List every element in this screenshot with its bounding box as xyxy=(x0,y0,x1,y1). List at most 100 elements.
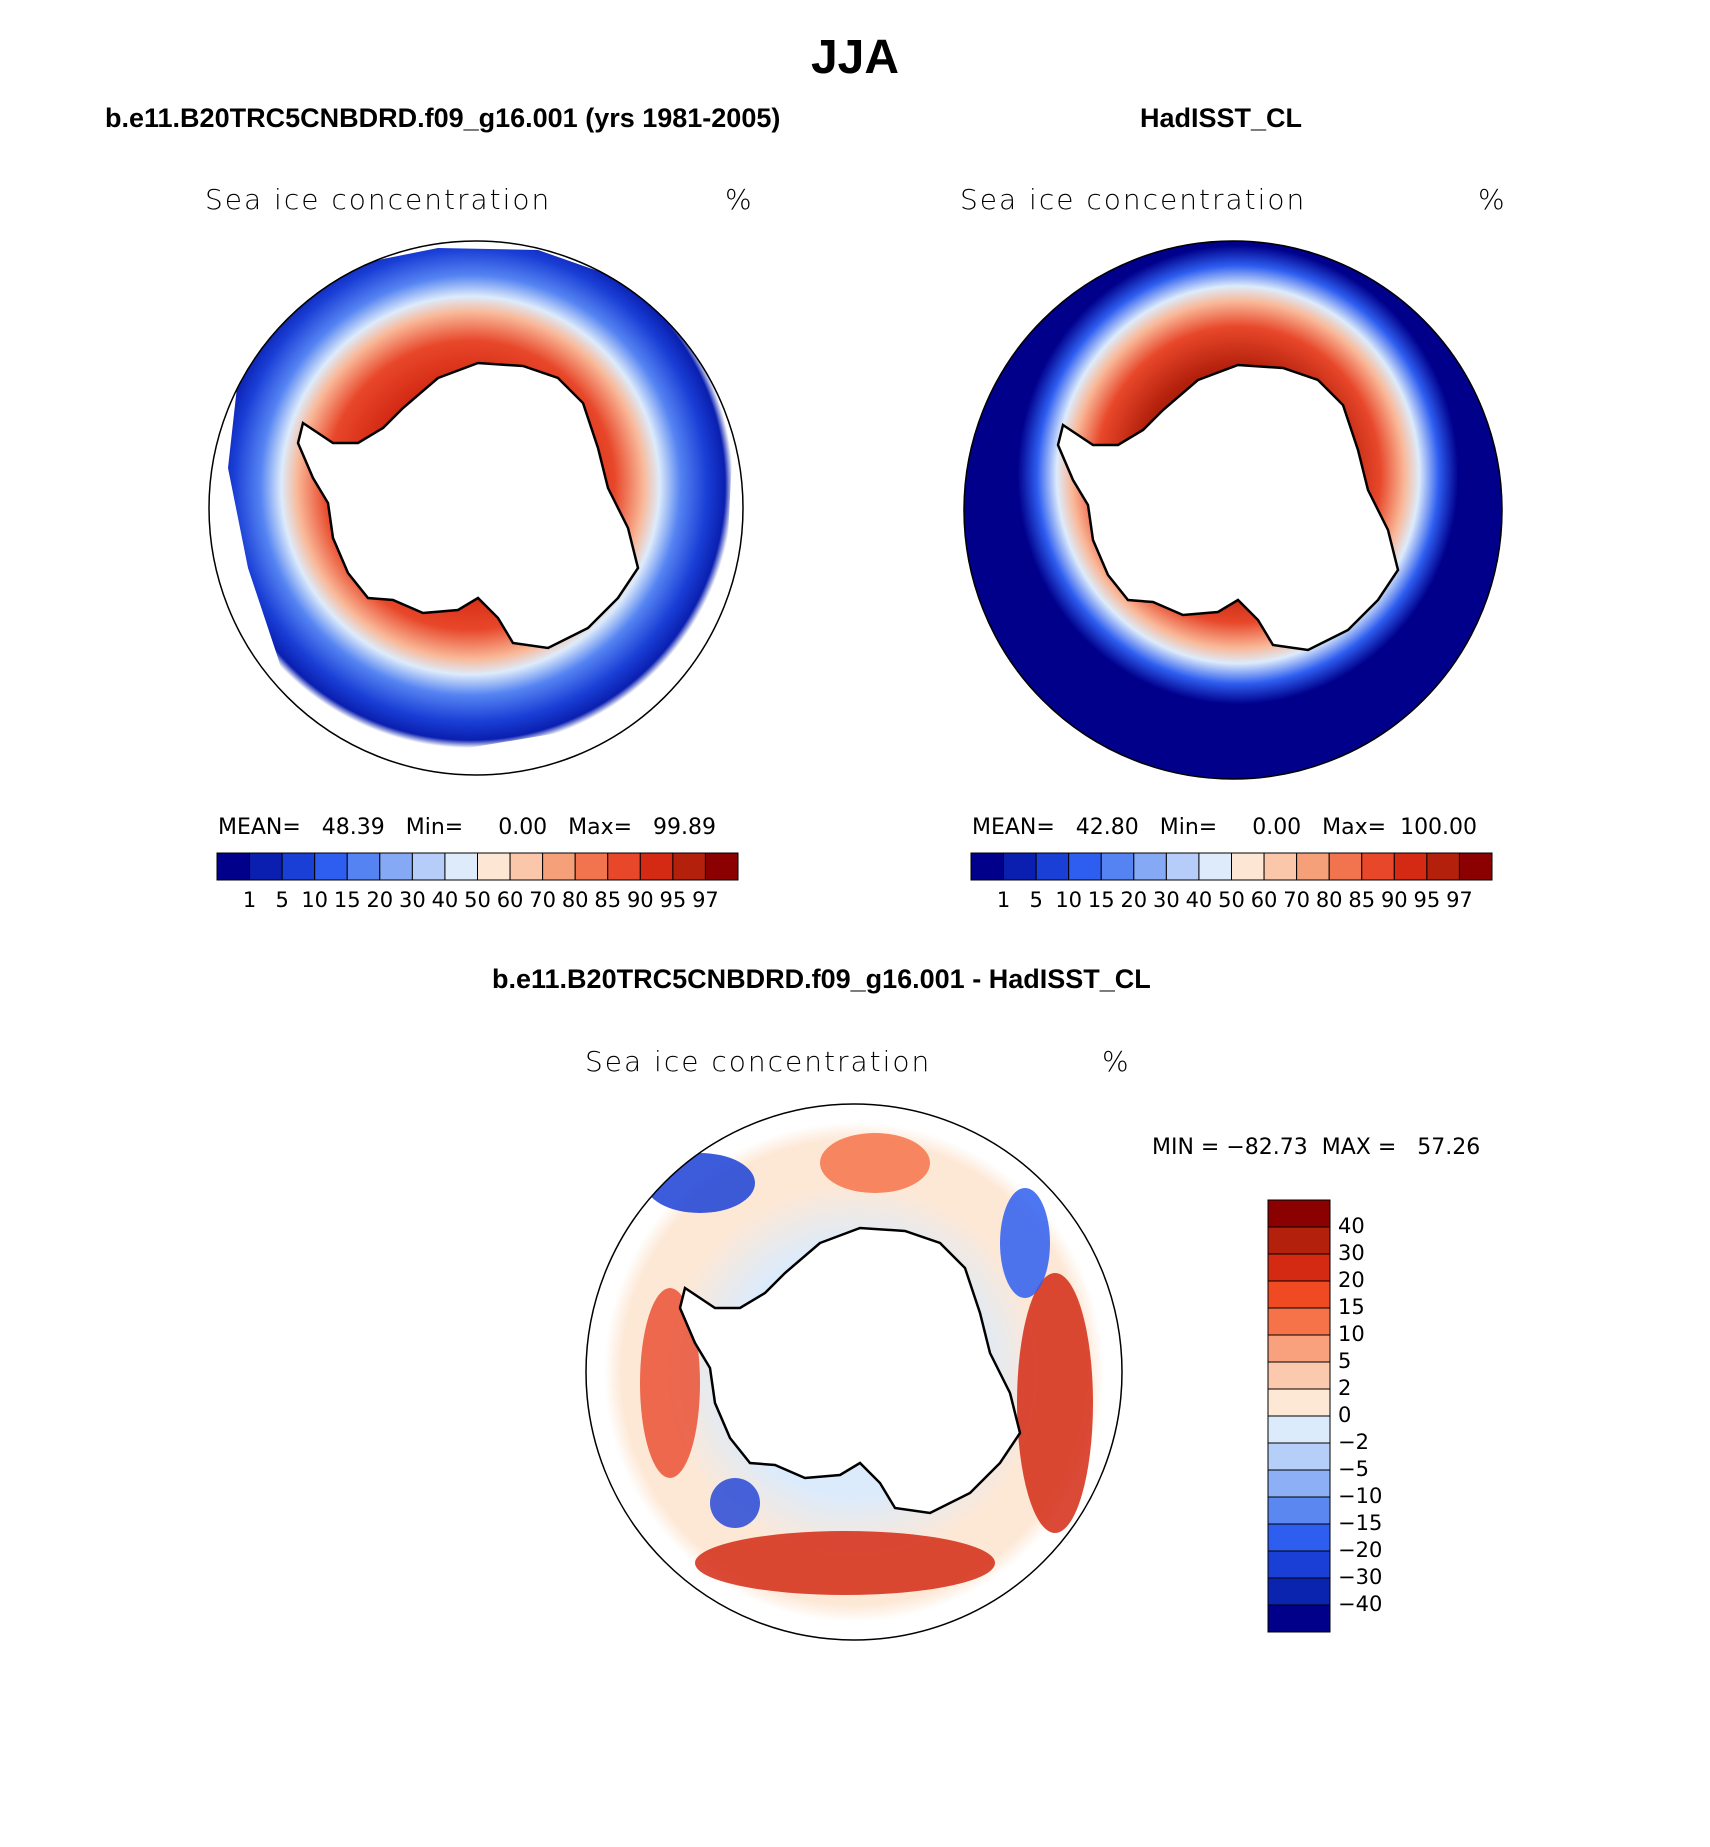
colorbar-diff-panel-tick-label: −2 xyxy=(1338,1430,1369,1454)
colorbar-panel-2-tick-label: 80 xyxy=(1315,888,1343,912)
diff-panel-variable-label: Sea ice concentration xyxy=(585,1045,932,1078)
colorbar-diff-panel-swatch xyxy=(1267,1550,1331,1579)
colorbar-diff-panel-swatch xyxy=(1267,1307,1331,1336)
antarctica xyxy=(1056,363,1400,652)
colorbar-panel-1-tick-label: 10 xyxy=(301,888,329,912)
colorbar-panel-2-tick-label: 90 xyxy=(1380,888,1408,912)
colorbar-diff-panel-tick-label: −40 xyxy=(1338,1592,1383,1616)
panel-1-stats: MEAN= 48.39 Min= 0.00 Max= 99.89 xyxy=(218,815,717,840)
colorbar-panel-1-tick-label: 95 xyxy=(659,888,687,912)
antarctica xyxy=(296,361,640,650)
colorbar-panel-2-swatch xyxy=(1068,852,1102,881)
colorbar-diff-panel xyxy=(1267,1199,1331,1633)
colorbar-panel-1-swatch xyxy=(411,852,446,881)
colorbar-panel-1-swatch xyxy=(672,852,706,881)
colorbar-diff-panel-ticks: 40 30 20 15 10 5 2 0 −2 −5 −10 −15 −20 −30 −40 xyxy=(1338,1200,1418,1632)
colorbar-diff-panel-swatch xyxy=(1267,1226,1331,1255)
colorbar-diff-panel-swatch xyxy=(1267,1334,1331,1363)
panel-2-units-label: % xyxy=(1478,183,1507,216)
colorbar-diff-panel-tick-label: −20 xyxy=(1338,1538,1383,1562)
colorbar-panel-2-tick-label: 5 xyxy=(1029,888,1043,912)
colorbar-panel-1-swatch xyxy=(477,852,511,881)
panel-1-title: b.e11.B20TRC5CNBDRD.f09_g16.001 (yrs 198… xyxy=(105,103,781,133)
colorbar-panel-2-swatch xyxy=(1035,852,1070,881)
colorbar-panel-1-tick-label: 50 xyxy=(464,888,491,912)
colorbar-panel-2-swatch xyxy=(1426,852,1460,881)
colorbar-diff-panel-swatch xyxy=(1267,1199,1331,1228)
colorbar-diff-panel-swatch xyxy=(1267,1280,1331,1309)
diff-panel-stats: MIN = −82.73 MAX = 57.26 xyxy=(1152,1135,1481,1160)
colorbar-diff-panel-tick-label: 15 xyxy=(1338,1295,1365,1319)
colorbar-panel-1-ticks: 1 5 10 15 20 30 40 50 60 70 80 85 90 95 97 xyxy=(217,888,738,918)
colorbar-panel-1-swatch xyxy=(704,852,739,881)
colorbar-panel-1-tick-label: 40 xyxy=(431,888,459,912)
colorbar-panel-1 xyxy=(216,852,739,881)
colorbar-panel-2-tick-label: 10 xyxy=(1055,888,1083,912)
colorbar-diff-panel-swatch xyxy=(1267,1415,1331,1444)
colorbar-panel-2-swatch xyxy=(1003,852,1037,881)
colorbar-panel-1-tick-label: 5 xyxy=(275,888,289,912)
colorbar-panel-2-tick-label: 40 xyxy=(1185,888,1213,912)
colorbar-diff-panel-swatch xyxy=(1267,1496,1331,1525)
colorbar-panel-2-swatch xyxy=(1328,852,1363,881)
positive-anomaly-west xyxy=(640,1288,700,1478)
colorbar-panel-1-swatch xyxy=(639,852,674,881)
colorbar-diff-panel-tick-label: 10 xyxy=(1338,1322,1365,1346)
colorbar-panel-1-swatch xyxy=(346,852,381,881)
colorbar-diff-panel-tick-label: 20 xyxy=(1338,1268,1365,1292)
positive-anomaly-south xyxy=(695,1531,995,1595)
colorbar-diff-panel-swatch xyxy=(1267,1388,1331,1417)
panel-2-title: HadISST_CL xyxy=(1140,103,1303,133)
colorbar-panel-2-swatch xyxy=(1263,852,1298,881)
colorbar-panel-1-tick-label: 30 xyxy=(399,888,426,912)
figure-title: JJA xyxy=(810,31,900,84)
colorbar-panel-2-swatch xyxy=(1393,852,1428,881)
colorbar-panel-1-swatch xyxy=(509,852,544,881)
colorbar-panel-1-swatch xyxy=(607,852,641,881)
colorbar-panel-2-swatch xyxy=(1100,852,1135,881)
colorbar-diff-panel-swatch xyxy=(1267,1361,1331,1390)
colorbar-panel-1-tick-label: 80 xyxy=(561,888,589,912)
diff-panel-title: b.e11.B20TRC5CNBDRD.f09_g16.001 - HadISS… xyxy=(492,964,1151,994)
colorbar-diff-panel-swatch xyxy=(1267,1442,1331,1471)
colorbar-panel-2-swatch xyxy=(1165,852,1200,881)
colorbar-panel-2-tick-label: 85 xyxy=(1348,888,1376,912)
colorbar-panel-1-swatch xyxy=(444,852,478,881)
colorbar-diff-panel-tick-label: −10 xyxy=(1338,1484,1383,1508)
colorbar-panel-2-tick-label: 20 xyxy=(1120,888,1148,912)
colorbar-diff-panel-tick-label: −5 xyxy=(1338,1457,1369,1481)
colorbar-panel-1-tick-label: 70 xyxy=(529,888,556,912)
colorbar-diff-panel-tick-label: −15 xyxy=(1338,1511,1383,1535)
colorbar-diff-panel-tick-label: 2 xyxy=(1338,1376,1352,1400)
panel-2-stats: MEAN= 42.80 Min= 0.00 Max= 100.00 xyxy=(972,815,1478,840)
colorbar-panel-2-swatch xyxy=(1296,852,1330,881)
colorbar-panel-1-swatch xyxy=(216,852,251,881)
colorbar-panel-2-swatch xyxy=(1231,852,1265,881)
colorbar-diff-panel-swatch xyxy=(1267,1577,1331,1606)
colorbar-panel-1-swatch xyxy=(574,852,609,881)
negative-anomaly-northeast xyxy=(1000,1188,1050,1298)
colorbar-panel-1-swatch xyxy=(542,852,576,881)
colorbar-panel-2 xyxy=(970,852,1493,881)
colorbar-diff-panel-swatch xyxy=(1267,1469,1331,1498)
colorbar-panel-2-swatch xyxy=(1361,852,1395,881)
colorbar-diff-panel-swatch xyxy=(1267,1604,1331,1633)
colorbar-panel-2-tick-label: 60 xyxy=(1250,888,1278,912)
map-panel-2 xyxy=(963,240,1503,780)
colorbar-panel-1-tick-label: 15 xyxy=(333,888,361,912)
colorbar-panel-2-swatch xyxy=(1458,852,1493,881)
colorbar-diff-panel-swatch xyxy=(1267,1523,1331,1552)
colorbar-panel-1-tick-label: 97 xyxy=(692,888,719,912)
map-diff-panel xyxy=(585,1103,1123,1641)
colorbar-panel-1-tick-label: 20 xyxy=(366,888,394,912)
colorbar-diff-panel-tick-label: 40 xyxy=(1338,1214,1365,1238)
panel-1-variable-label: Sea ice concentration xyxy=(205,183,552,216)
negative-anomaly-northwest xyxy=(645,1153,755,1213)
colorbar-panel-2-swatch xyxy=(970,852,1005,881)
colorbar-panel-1-tick-label: 90 xyxy=(626,888,654,912)
colorbar-panel-1-swatch xyxy=(379,852,413,881)
colorbar-diff-panel-swatch xyxy=(1267,1253,1331,1282)
colorbar-diff-panel-tick-label: −30 xyxy=(1338,1565,1383,1589)
diff-panel-units-label: % xyxy=(1102,1045,1131,1078)
positive-anomaly-east xyxy=(1017,1273,1093,1533)
